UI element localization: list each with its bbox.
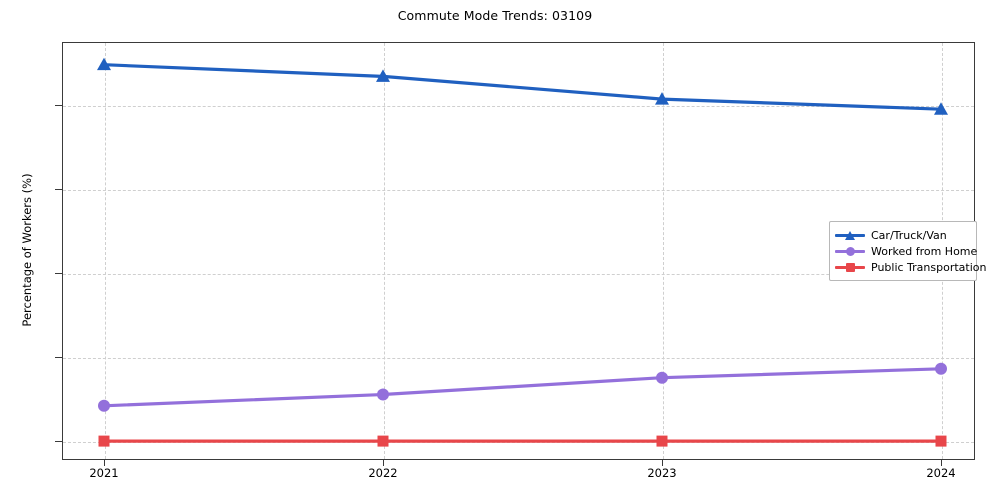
data-point-marker <box>934 102 948 115</box>
x-tick-mark <box>383 460 384 466</box>
data-point-marker <box>97 57 111 71</box>
legend-item[interactable]: Public Transportation <box>835 259 986 275</box>
legend-marker-triangle-icon <box>845 231 855 240</box>
legend-label: Worked from Home <box>871 244 978 258</box>
gridline-vertical <box>663 43 664 459</box>
x-tick-label: 2021 <box>89 466 119 480</box>
gridline-horizontal <box>63 190 974 192</box>
data-point-marker <box>656 371 668 384</box>
x-tick-label: 2024 <box>926 466 956 480</box>
legend-label: Public Transportation <box>871 260 987 274</box>
data-point-marker <box>655 92 669 105</box>
series-worked-from-home <box>98 362 947 412</box>
y-tick-mark <box>55 273 62 275</box>
data-point-marker <box>98 435 110 447</box>
x-tick-label: 2023 <box>647 466 677 480</box>
legend-swatch <box>835 228 865 242</box>
legend-marker-circle-icon <box>846 247 855 256</box>
legend-marker-square-icon <box>846 263 855 272</box>
chart-legend: Car/Truck/Van Worked from Home Public Tran… <box>829 221 986 281</box>
series-car-truck-van <box>97 57 948 115</box>
y-tick-mark <box>55 357 62 359</box>
x-tick-label: 2022 <box>368 466 398 480</box>
data-point-marker <box>98 399 110 412</box>
gridline-horizontal <box>63 106 974 107</box>
legend-label: Car/Truck/Van <box>871 228 947 242</box>
series-line <box>102 367 943 408</box>
x-tick-mark <box>941 460 942 466</box>
x-tick-mark <box>104 460 105 466</box>
series-line <box>102 63 943 111</box>
legend-item[interactable]: Worked from Home <box>835 243 977 259</box>
gridline-horizontal <box>63 274 974 276</box>
x-tick-mark <box>662 460 663 466</box>
y-tick-mark <box>55 441 62 443</box>
chart-title: Commute Mode Trends: 03109 <box>397 8 593 23</box>
data-point-marker <box>935 362 947 375</box>
legend-swatch <box>835 244 865 258</box>
gridline-vertical <box>105 43 106 459</box>
data-point-marker <box>376 69 390 82</box>
data-point-marker <box>377 435 389 447</box>
series-public-transportation <box>98 435 947 447</box>
gridline-vertical <box>384 43 385 459</box>
data-point-marker <box>935 435 947 447</box>
legend-swatch <box>835 260 865 274</box>
data-point-marker <box>656 435 668 447</box>
legend-item[interactable]: Car/Truck/Van <box>835 227 970 243</box>
gridline-horizontal <box>63 358 974 360</box>
data-point-marker <box>377 388 389 401</box>
y-tick-mark <box>55 189 62 191</box>
y-tick-mark <box>55 105 62 106</box>
